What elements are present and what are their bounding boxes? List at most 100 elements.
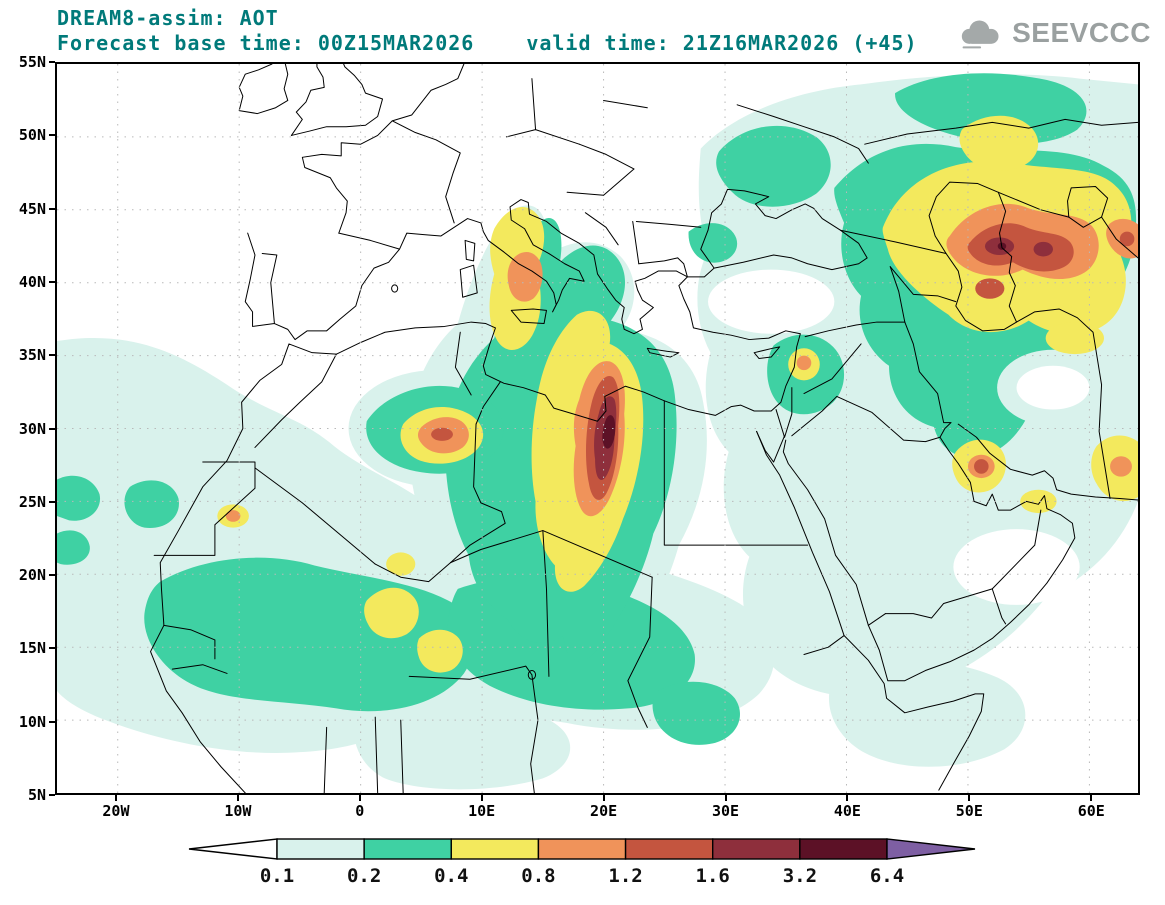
legend-label-0.8: 0.8 <box>521 865 555 887</box>
border-saudi-north <box>792 396 940 441</box>
cloud-icon <box>961 20 999 49</box>
aot-contour-region-orange <box>225 510 241 522</box>
legend-label-0.2: 0.2 <box>347 865 381 887</box>
aot-contour-region-yellow <box>364 587 419 639</box>
rect-shape <box>962 46 982 49</box>
caspian-sea <box>929 182 1016 331</box>
border-senegal-mali <box>164 625 215 659</box>
white-hole-arabia <box>953 529 1080 605</box>
lat-tick-label-25N: 25N <box>18 492 46 511</box>
border-syria-iraq <box>804 344 861 394</box>
lat-tick-label-40N: 40N <box>18 272 46 291</box>
aot-contour-region-brick <box>1119 231 1135 247</box>
lat-tick-mark <box>49 207 55 210</box>
lat-tick-label-30N: 30N <box>18 419 46 438</box>
border-yemen-oman <box>992 589 1005 624</box>
lat-tick-mark <box>49 574 55 577</box>
lat-tick-mark <box>49 500 55 503</box>
border-algeria-mali <box>255 468 375 564</box>
border-bulgaria-greece <box>639 258 678 264</box>
border-germany-poland <box>532 79 536 130</box>
colorbar-legend: 0.1 0.2 0.4 0.8 1.2 1.6 3.2 6.4 <box>187 838 977 892</box>
legend-label-1.6: 1.6 <box>696 865 730 887</box>
legend-box-0.4-0.8 <box>450 838 540 860</box>
legend-arrow-below-min <box>188 838 278 860</box>
legend-label-3.2: 3.2 <box>783 865 817 887</box>
coastline-redsea-horn <box>757 431 984 790</box>
geography-layer <box>151 64 1138 793</box>
lon-tick-label-10E: 10E <box>468 802 496 820</box>
lon-tick-label-20W: 20W <box>102 802 130 820</box>
border-caucasus-north <box>840 230 946 253</box>
legend-box-1.2-1.6 <box>624 838 714 860</box>
border-croatia-hungary <box>567 192 603 195</box>
border-nigeria-cameroon <box>531 675 538 793</box>
lat-tick-mark <box>49 794 55 796</box>
border-algeria-libya <box>451 424 506 563</box>
lat-tick-label-15N: 15N <box>18 639 46 658</box>
border-france-east <box>392 121 460 223</box>
border-yemen-west <box>868 614 885 626</box>
border-guinea <box>172 665 227 674</box>
longitude-axis: 20W 10W 0 10E 20E 30E 40E 50E 60E <box>55 795 1140 823</box>
legend-label-0.1: 0.1 <box>260 865 294 887</box>
legend-box-0.1-0.2 <box>276 838 365 860</box>
coastline-sinai <box>757 431 785 462</box>
border-western-sahara <box>154 462 255 555</box>
border-russia-kazakhstan <box>865 119 1138 144</box>
legend-box-0.8-1.2 <box>537 838 627 860</box>
latitude-axis: 55N 50N 45N 40N 35N 30N 25N 20N 15N 10N 5N <box>0 53 55 804</box>
lat-tick-mark <box>49 647 55 650</box>
legend-arrow-above-max <box>886 838 976 860</box>
border-togo-benin <box>375 717 377 793</box>
lon-tick-mark <box>114 795 117 801</box>
legend-label-6.4: 6.4 <box>870 865 904 887</box>
aot-contour-region-green <box>652 681 740 745</box>
border-hungary-ukraine <box>579 144 634 169</box>
island-sardinia <box>460 265 477 297</box>
border-hungary-romania <box>604 169 634 195</box>
legend-label-1.2: 1.2 <box>608 865 642 887</box>
border-france-spain <box>339 233 400 249</box>
coastline-arabia <box>783 423 1075 681</box>
legend-box-3.2-6.4 <box>799 838 888 860</box>
legend-box-1.6-3.2 <box>712 838 801 860</box>
white-hole-iran <box>1016 365 1090 410</box>
aral-sea <box>1068 186 1108 227</box>
border-algeria-niger <box>375 563 450 582</box>
aot-contour-region-maroon <box>602 415 616 449</box>
border-saudi-uae <box>992 510 1041 589</box>
aot-contour-region-pale <box>353 699 571 790</box>
lat-tick-mark <box>49 134 55 137</box>
aot-contour-region-yellow <box>386 552 416 576</box>
lat-tick-mark <box>49 427 55 430</box>
lat-tick-mark <box>49 354 55 357</box>
border-sudan-eritrea <box>804 636 844 655</box>
aot-contour-region-orange <box>507 252 543 302</box>
border-egypt-israel <box>776 410 785 438</box>
lon-tick-mark <box>236 795 239 801</box>
logo-text: SEEVCCC <box>1012 17 1151 48</box>
lat-tick-mark <box>49 61 55 63</box>
border-portugal-spain <box>262 254 277 324</box>
border-libya-egypt-sudan <box>664 401 807 545</box>
border-turkey-iran <box>890 267 905 322</box>
border-serbia-bulgaria <box>633 221 639 263</box>
border-araks <box>890 267 956 302</box>
coastline-england-east <box>291 64 382 135</box>
lon-tick-label-60E: 60E <box>1077 802 1105 820</box>
lon-tick-mark <box>358 795 361 801</box>
chart-title: DREAM8-assim: AOT <box>57 6 279 30</box>
g-shape <box>961 20 999 49</box>
aot-contour-region-orange <box>796 355 812 371</box>
border-greece-turkey <box>678 258 688 277</box>
border-algeria-tunisia <box>455 332 471 395</box>
lon-tick-mark <box>968 795 971 801</box>
rect-shape <box>967 34 994 44</box>
lat-tick-mark <box>49 280 55 283</box>
border-chad-sudan <box>628 577 652 727</box>
aot-contour-map <box>57 64 1138 793</box>
lon-tick-mark <box>846 795 849 801</box>
legend-label-0.4: 0.4 <box>434 865 468 887</box>
